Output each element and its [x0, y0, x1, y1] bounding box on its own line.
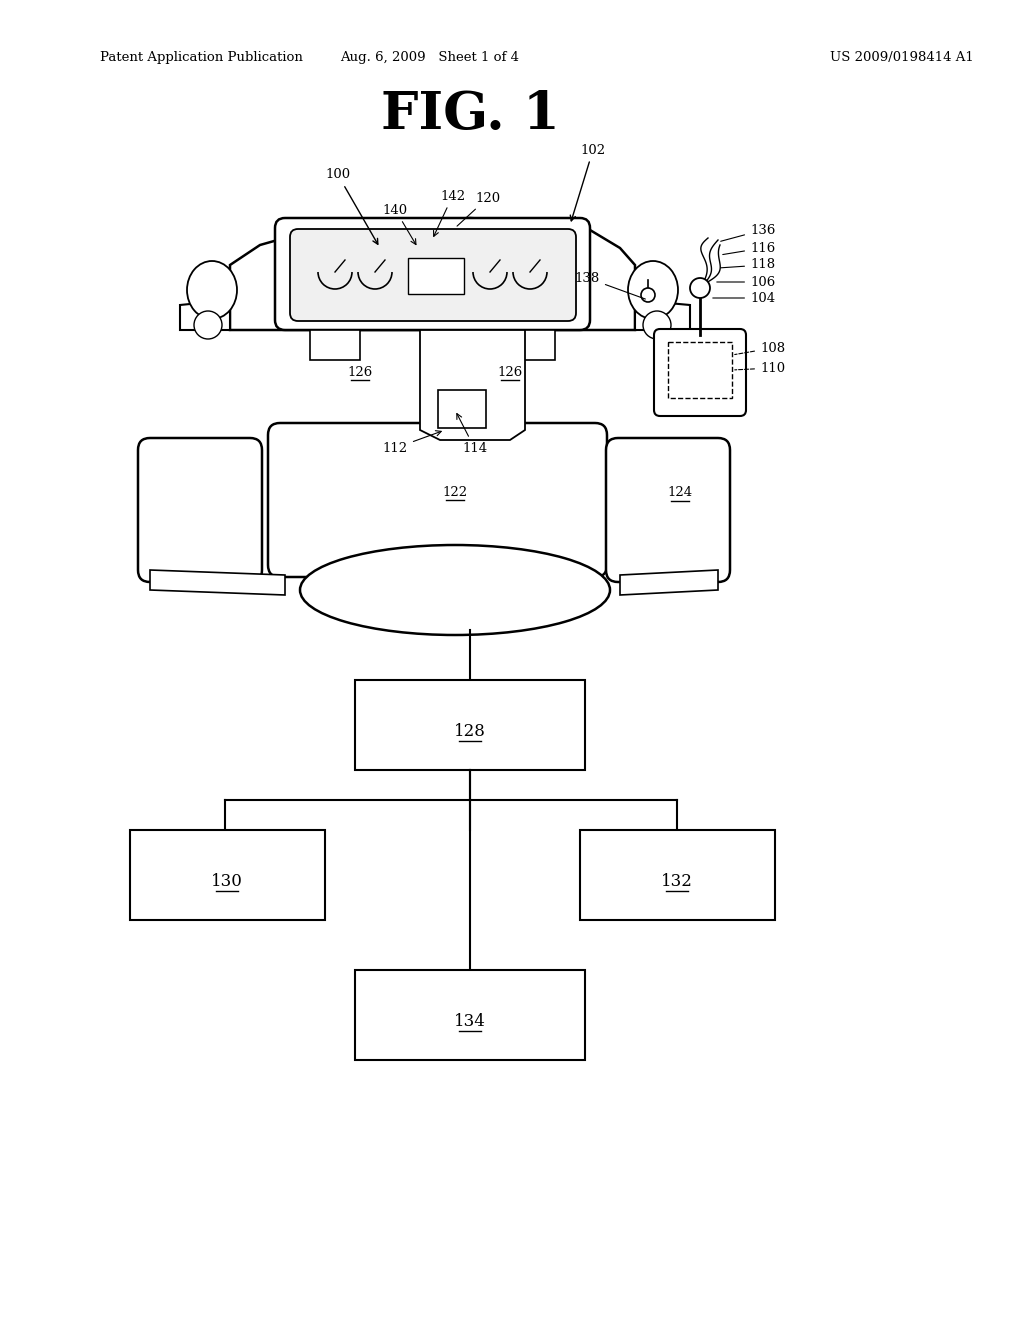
Bar [438, 389, 486, 428]
Bar [408, 257, 464, 294]
Text: 132: 132 [662, 873, 693, 890]
Bar [355, 680, 585, 770]
Ellipse shape [300, 545, 610, 635]
Text: 116: 116 [723, 242, 775, 255]
Polygon shape [635, 300, 690, 330]
Text: 126: 126 [347, 366, 373, 379]
Text: 110: 110 [735, 362, 785, 375]
Bar [505, 330, 555, 360]
Circle shape [690, 279, 710, 298]
Circle shape [194, 312, 222, 339]
FancyBboxPatch shape [606, 438, 730, 582]
Text: Patent Application Publication: Patent Application Publication [100, 51, 303, 65]
Text: 100: 100 [326, 169, 378, 244]
Text: 122: 122 [442, 486, 468, 499]
Text: 102: 102 [570, 144, 605, 220]
Text: 128: 128 [454, 722, 486, 739]
Text: 130: 130 [211, 873, 243, 890]
Text: 140: 140 [383, 203, 416, 244]
Text: 104: 104 [713, 292, 775, 305]
Bar [355, 970, 585, 1060]
Polygon shape [420, 330, 525, 440]
Polygon shape [150, 570, 285, 595]
Text: 142: 142 [433, 190, 465, 236]
Text: Aug. 6, 2009   Sheet 1 of 4: Aug. 6, 2009 Sheet 1 of 4 [341, 51, 519, 65]
Text: 114: 114 [457, 413, 487, 454]
Text: 118: 118 [721, 259, 775, 272]
Polygon shape [180, 300, 230, 330]
Text: 138: 138 [574, 272, 645, 300]
Text: 120: 120 [457, 191, 500, 226]
Ellipse shape [628, 261, 678, 319]
Bar [580, 830, 775, 920]
FancyBboxPatch shape [290, 228, 575, 321]
Ellipse shape [187, 261, 237, 319]
FancyBboxPatch shape [654, 329, 746, 416]
FancyBboxPatch shape [138, 438, 262, 582]
FancyBboxPatch shape [268, 422, 607, 577]
Text: 126: 126 [498, 366, 522, 379]
Text: 112: 112 [383, 430, 441, 454]
Bar [130, 830, 325, 920]
Polygon shape [620, 570, 718, 595]
Polygon shape [230, 218, 635, 330]
Bar [310, 330, 360, 360]
Circle shape [643, 312, 671, 339]
Text: 124: 124 [668, 487, 692, 499]
Text: FIG. 1: FIG. 1 [381, 90, 559, 140]
Text: 134: 134 [454, 1012, 486, 1030]
Text: 136: 136 [721, 223, 775, 242]
Text: 108: 108 [735, 342, 785, 355]
Text: US 2009/0198414 A1: US 2009/0198414 A1 [830, 51, 974, 65]
Text: 106: 106 [717, 276, 775, 289]
Circle shape [641, 288, 655, 302]
FancyBboxPatch shape [275, 218, 590, 330]
